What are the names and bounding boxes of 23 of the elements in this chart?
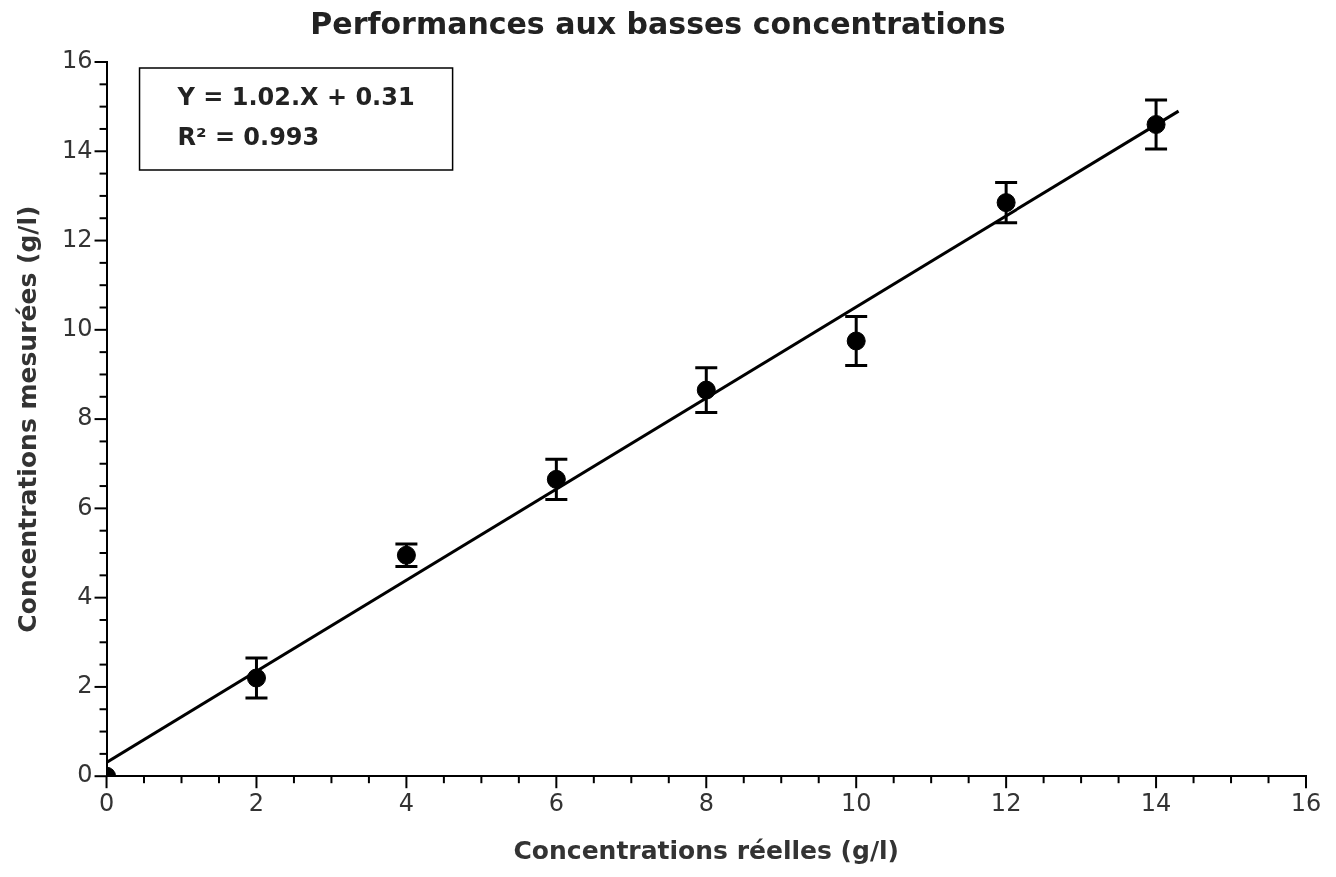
y-tick-label: 16 (61, 46, 93, 75)
x-tick-label: 8 (698, 788, 714, 817)
x-tick-label: 10 (840, 788, 872, 817)
x-tick-label: 16 (1290, 788, 1322, 817)
chart-title: Performances aux basses concentrations (310, 5, 1006, 41)
x-tick-label: 12 (990, 788, 1022, 817)
y-tick-label: 10 (61, 314, 93, 343)
y-tick-label: 6 (77, 492, 93, 521)
y-tick-label: 8 (77, 403, 93, 432)
x-tick-label: 0 (98, 788, 115, 817)
y-axis-title: Concentrations mesurées (g/l) (12, 205, 42, 633)
y-tick-label: 2 (77, 671, 93, 700)
y-tick-label: 4 (77, 581, 93, 610)
x-tick-label: 4 (398, 788, 415, 817)
x-tick-label: 2 (248, 788, 265, 817)
y-tick-label: 14 (61, 135, 93, 164)
x-tick-label: 6 (548, 788, 564, 817)
x-tick-label: 14 (1140, 788, 1172, 817)
x-axis-title: Concentrations réelles (g/l) (513, 835, 900, 865)
annotation: R² = 0.993 (177, 123, 320, 152)
annotation: Y = 1.02.X + 0.31 (176, 83, 415, 112)
y-tick-label: 12 (61, 224, 93, 253)
y-tick-label: 0 (77, 760, 93, 789)
